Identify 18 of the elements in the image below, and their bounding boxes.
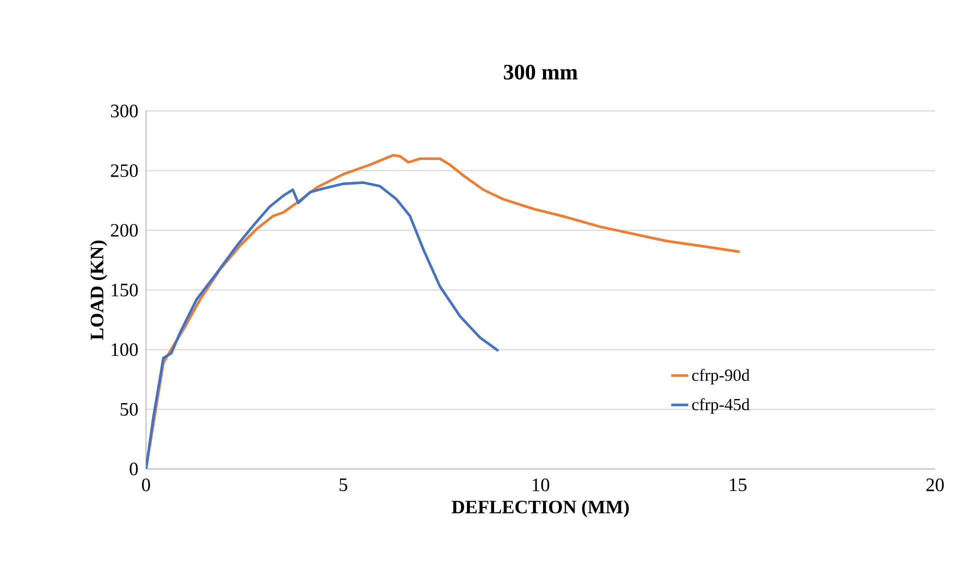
y-tick-label: 200	[110, 224, 138, 237]
y-tick-label: 0	[130, 462, 138, 476]
y-tick-label: 150	[112, 284, 138, 296]
chart-title: 300 mm	[504, 64, 578, 80]
x-tick-label: 15	[730, 478, 746, 492]
y-tick-label: 50	[120, 402, 138, 416]
legend-label: cfrp-45d	[692, 398, 750, 414]
x-tick-label: 5	[340, 478, 348, 492]
y-tick-label: 100	[112, 343, 138, 356]
line-series	[146, 181, 500, 469]
x-tick-label: 10	[532, 478, 550, 492]
legend-label: cfrp-90d	[692, 368, 750, 384]
y-tick-label: 250	[110, 164, 138, 178]
x-tick-label: 20	[926, 478, 944, 492]
x-tick-label: 0	[142, 478, 150, 492]
y-tick-label: 300	[111, 104, 138, 118]
y-axis-title: LOAD (KN)	[90, 240, 108, 340]
x-axis-title: DEFLECTION (MM)	[452, 500, 629, 518]
